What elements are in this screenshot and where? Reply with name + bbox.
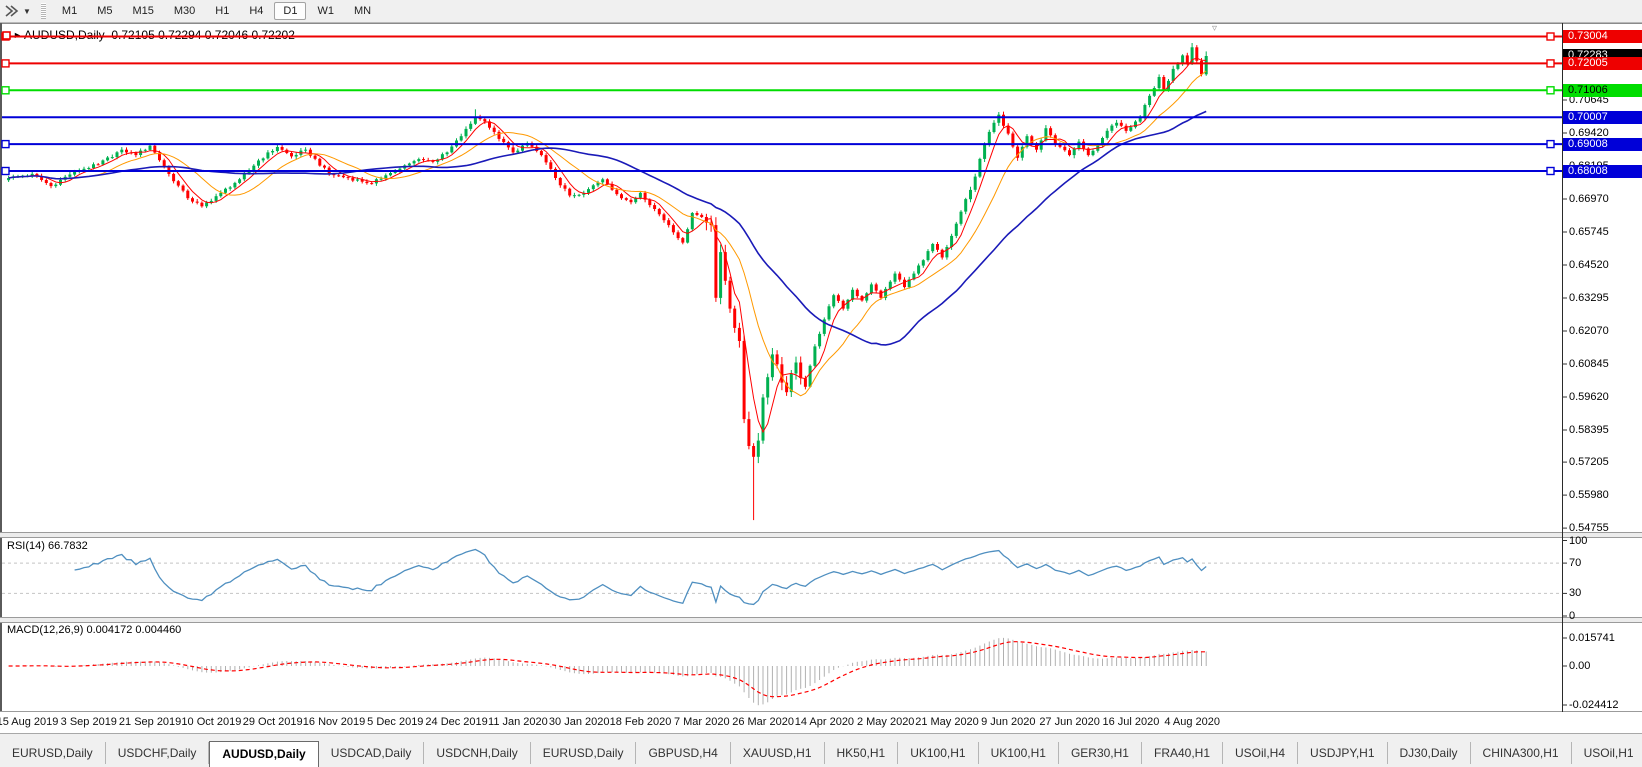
chart-shift-marker-icon[interactable]: ▿ xyxy=(1212,23,1218,34)
macd-current-values: 0.004172 0.004460 xyxy=(86,624,182,636)
toolbar-grip[interactable] xyxy=(40,3,46,19)
time-axis-label: 26 Mar 2020 xyxy=(732,716,794,728)
chart-tab-eurusd-daily[interactable]: EURUSD,Daily xyxy=(0,742,106,764)
price-axis-tick: 0.69420 xyxy=(1569,127,1609,139)
chart-tab-uk100-h1[interactable]: UK100,H1 xyxy=(898,742,979,764)
timeframe-button-h4[interactable]: H4 xyxy=(249,5,264,17)
time-axis-label: 7 Mar 2020 xyxy=(673,716,730,728)
chart-tab-usdchf-daily[interactable]: USDCHF,Daily xyxy=(106,742,210,764)
chart-window-background xyxy=(0,23,1642,734)
chart-tab-gbpusd-h4[interactable]: GBPUSD,H4 xyxy=(636,742,731,764)
price-axis-tick: 0.66970 xyxy=(1569,193,1609,205)
price-level-label: 0.71006 xyxy=(1563,83,1642,97)
rsi-axis-tick: 100 xyxy=(1569,534,1588,547)
timeframe-button-m5[interactable]: M5 xyxy=(97,5,113,17)
rsi-axis-tick: 30 xyxy=(1569,587,1582,600)
dropdown-caret-icon[interactable]: ▼ xyxy=(23,6,31,16)
time-axis-label: 9 Jun 2020 xyxy=(981,716,1036,728)
rsi-axis-tick: 0 xyxy=(1569,610,1576,622)
time-axis-label: 4 Aug 2020 xyxy=(1164,716,1221,728)
timeframe-button-m1[interactable]: M1 xyxy=(61,5,78,17)
time-axis-label: 16 Nov 2019 xyxy=(302,716,366,728)
timeframe-button-m15[interactable]: M15 xyxy=(132,5,154,17)
time-axis-label: 10 Oct 2019 xyxy=(181,716,242,728)
chart-tab-usdcad-daily[interactable]: USDCAD,Daily xyxy=(319,742,425,764)
chart-tab-usoil-h1[interactable]: USOil,H1 xyxy=(1572,742,1642,764)
price-axis-tick: 0.65745 xyxy=(1569,226,1609,238)
time-axis-label: 18 Feb 2020 xyxy=(609,716,672,728)
chart-tab-uk100-h1[interactable]: UK100,H1 xyxy=(979,742,1059,764)
macd-axis-tick: -0.024412 xyxy=(1569,699,1619,711)
chart-title: AUDUSD,Daily 0.72105 0.72294 0.72046 0.7… xyxy=(24,28,295,42)
chart-tab-usdcnh-daily[interactable]: USDCNH,Daily xyxy=(424,742,531,764)
chart-tab-china300-h1[interactable]: CHINA300,H1 xyxy=(1471,742,1572,764)
price-axis-tick: 0.63295 xyxy=(1569,292,1609,304)
timeframe-button-mn[interactable]: MN xyxy=(353,5,372,17)
time-axis-label: 15 Aug 2019 xyxy=(0,716,59,728)
macd-indicator-label: MACD(12,26,9) 0.004172 0.004460 xyxy=(7,624,182,636)
chart-tab-eurusd-daily[interactable]: EURUSD,Daily xyxy=(531,742,637,764)
chart-tab-ger30-h1[interactable]: GER30,H1 xyxy=(1059,742,1142,764)
price-axis-tick: 0.55980 xyxy=(1569,489,1609,502)
rsi-indicator-label: RSI(14) 66.7832 xyxy=(7,540,88,552)
time-axis-label: 21 May 2020 xyxy=(915,716,979,728)
chart-tab-usdjpy-h1[interactable]: USDJPY,H1 xyxy=(1298,742,1388,764)
timeframe-button-d1[interactable]: D1 xyxy=(274,2,307,20)
price-axis-tick: 0.62070 xyxy=(1569,325,1609,337)
time-axis: 15 Aug 2019 3 Sep 2019 21 Sep 2019 10 Oct 2… xyxy=(0,712,1642,733)
chart-tab-audusd-daily[interactable]: AUDUSD,Daily xyxy=(209,741,319,767)
price-level-label: 0.69008 xyxy=(1563,137,1642,151)
price-axis-tick: 0.57205 xyxy=(1569,456,1609,469)
time-axis-label: 16 Jul 2020 xyxy=(1102,716,1160,728)
crosshair-tool-icon[interactable] xyxy=(4,3,22,19)
timeframe-toolbar: M1 M5 M15 M30 H1 H4 D1 W1 MN xyxy=(52,2,381,20)
price-level-label: 0.72005 xyxy=(1563,56,1642,70)
chart-tab-usoil-h4[interactable]: USOil,H4 xyxy=(1223,742,1299,764)
price-axis-tick: 0.64520 xyxy=(1569,259,1609,271)
price-axis-separator xyxy=(1562,23,1563,733)
rsi-current-value: 66.7832 xyxy=(47,540,88,552)
timeframe-button-w1[interactable]: W1 xyxy=(317,5,334,17)
symbol-arrow-icon: ► xyxy=(13,30,22,40)
time-axis-label: 21 Sep 2019 xyxy=(118,716,182,728)
time-axis-label: 27 Jun 2020 xyxy=(1039,716,1100,728)
time-axis-label: 30 Jan 2020 xyxy=(548,716,610,728)
price-axis-tick: 0.70645 xyxy=(1569,94,1609,106)
chart-tab-dj30-daily[interactable]: DJ30,Daily xyxy=(1388,742,1471,764)
time-axis-label: 5 Dec 2019 xyxy=(367,716,424,728)
time-axis-label: 3 Sep 2019 xyxy=(60,716,117,728)
time-axis-label: 29 Oct 2019 xyxy=(242,716,303,728)
chart-tab-fra40-h1[interactable]: FRA40,H1 xyxy=(1142,742,1224,764)
macd-axis-tick: 0.015741 xyxy=(1569,632,1615,644)
toolbar: ▼ M1 M5 M15 M30 H1 H4 D1 W1 MN xyxy=(0,0,1642,23)
time-axis-label: 2 May 2020 xyxy=(856,716,915,728)
pane-splitter-main-rsi[interactable] xyxy=(0,532,1642,538)
rsi-axis-tick: 70 xyxy=(1569,557,1582,570)
chart-window-left-border xyxy=(0,23,2,733)
macd-axis-tick: 0.00 xyxy=(1569,660,1591,672)
timeframe-button-h1[interactable]: H1 xyxy=(215,5,230,17)
chart-symbol-label: AUDUSD,Daily xyxy=(24,28,105,42)
chart-tab-xauusd-h1[interactable]: XAUUSD,H1 xyxy=(731,742,825,764)
price-level-label: 0.68008 xyxy=(1563,164,1642,178)
time-axis-label: 14 Apr 2020 xyxy=(794,716,855,728)
time-axis-label: 24 Dec 2019 xyxy=(425,716,488,728)
chart-tab-bar: EURUSD,Daily USDCHF,Daily AUDUSD,Daily USDC… xyxy=(0,733,1642,767)
price-level-label: 0.70007 xyxy=(1563,110,1642,124)
chart-ohlc-values: 0.72105 0.72294 0.72046 0.72202 xyxy=(111,28,295,42)
price-axis-tick: 0.60845 xyxy=(1569,358,1609,370)
price-axis-tick: 0.58395 xyxy=(1569,424,1609,436)
price-axis-tick: 0.59620 xyxy=(1569,391,1609,403)
pane-splitter-rsi-macd[interactable] xyxy=(0,617,1642,623)
chart-tab-hk50-h1[interactable]: HK50,H1 xyxy=(825,742,899,764)
price-axis-tick: 0.54755 xyxy=(1569,522,1609,535)
price-level-label: 0.73004 xyxy=(1563,30,1642,43)
timeframe-button-m30[interactable]: M30 xyxy=(173,5,196,17)
time-axis-label: 11 Jan 2020 xyxy=(488,716,548,728)
